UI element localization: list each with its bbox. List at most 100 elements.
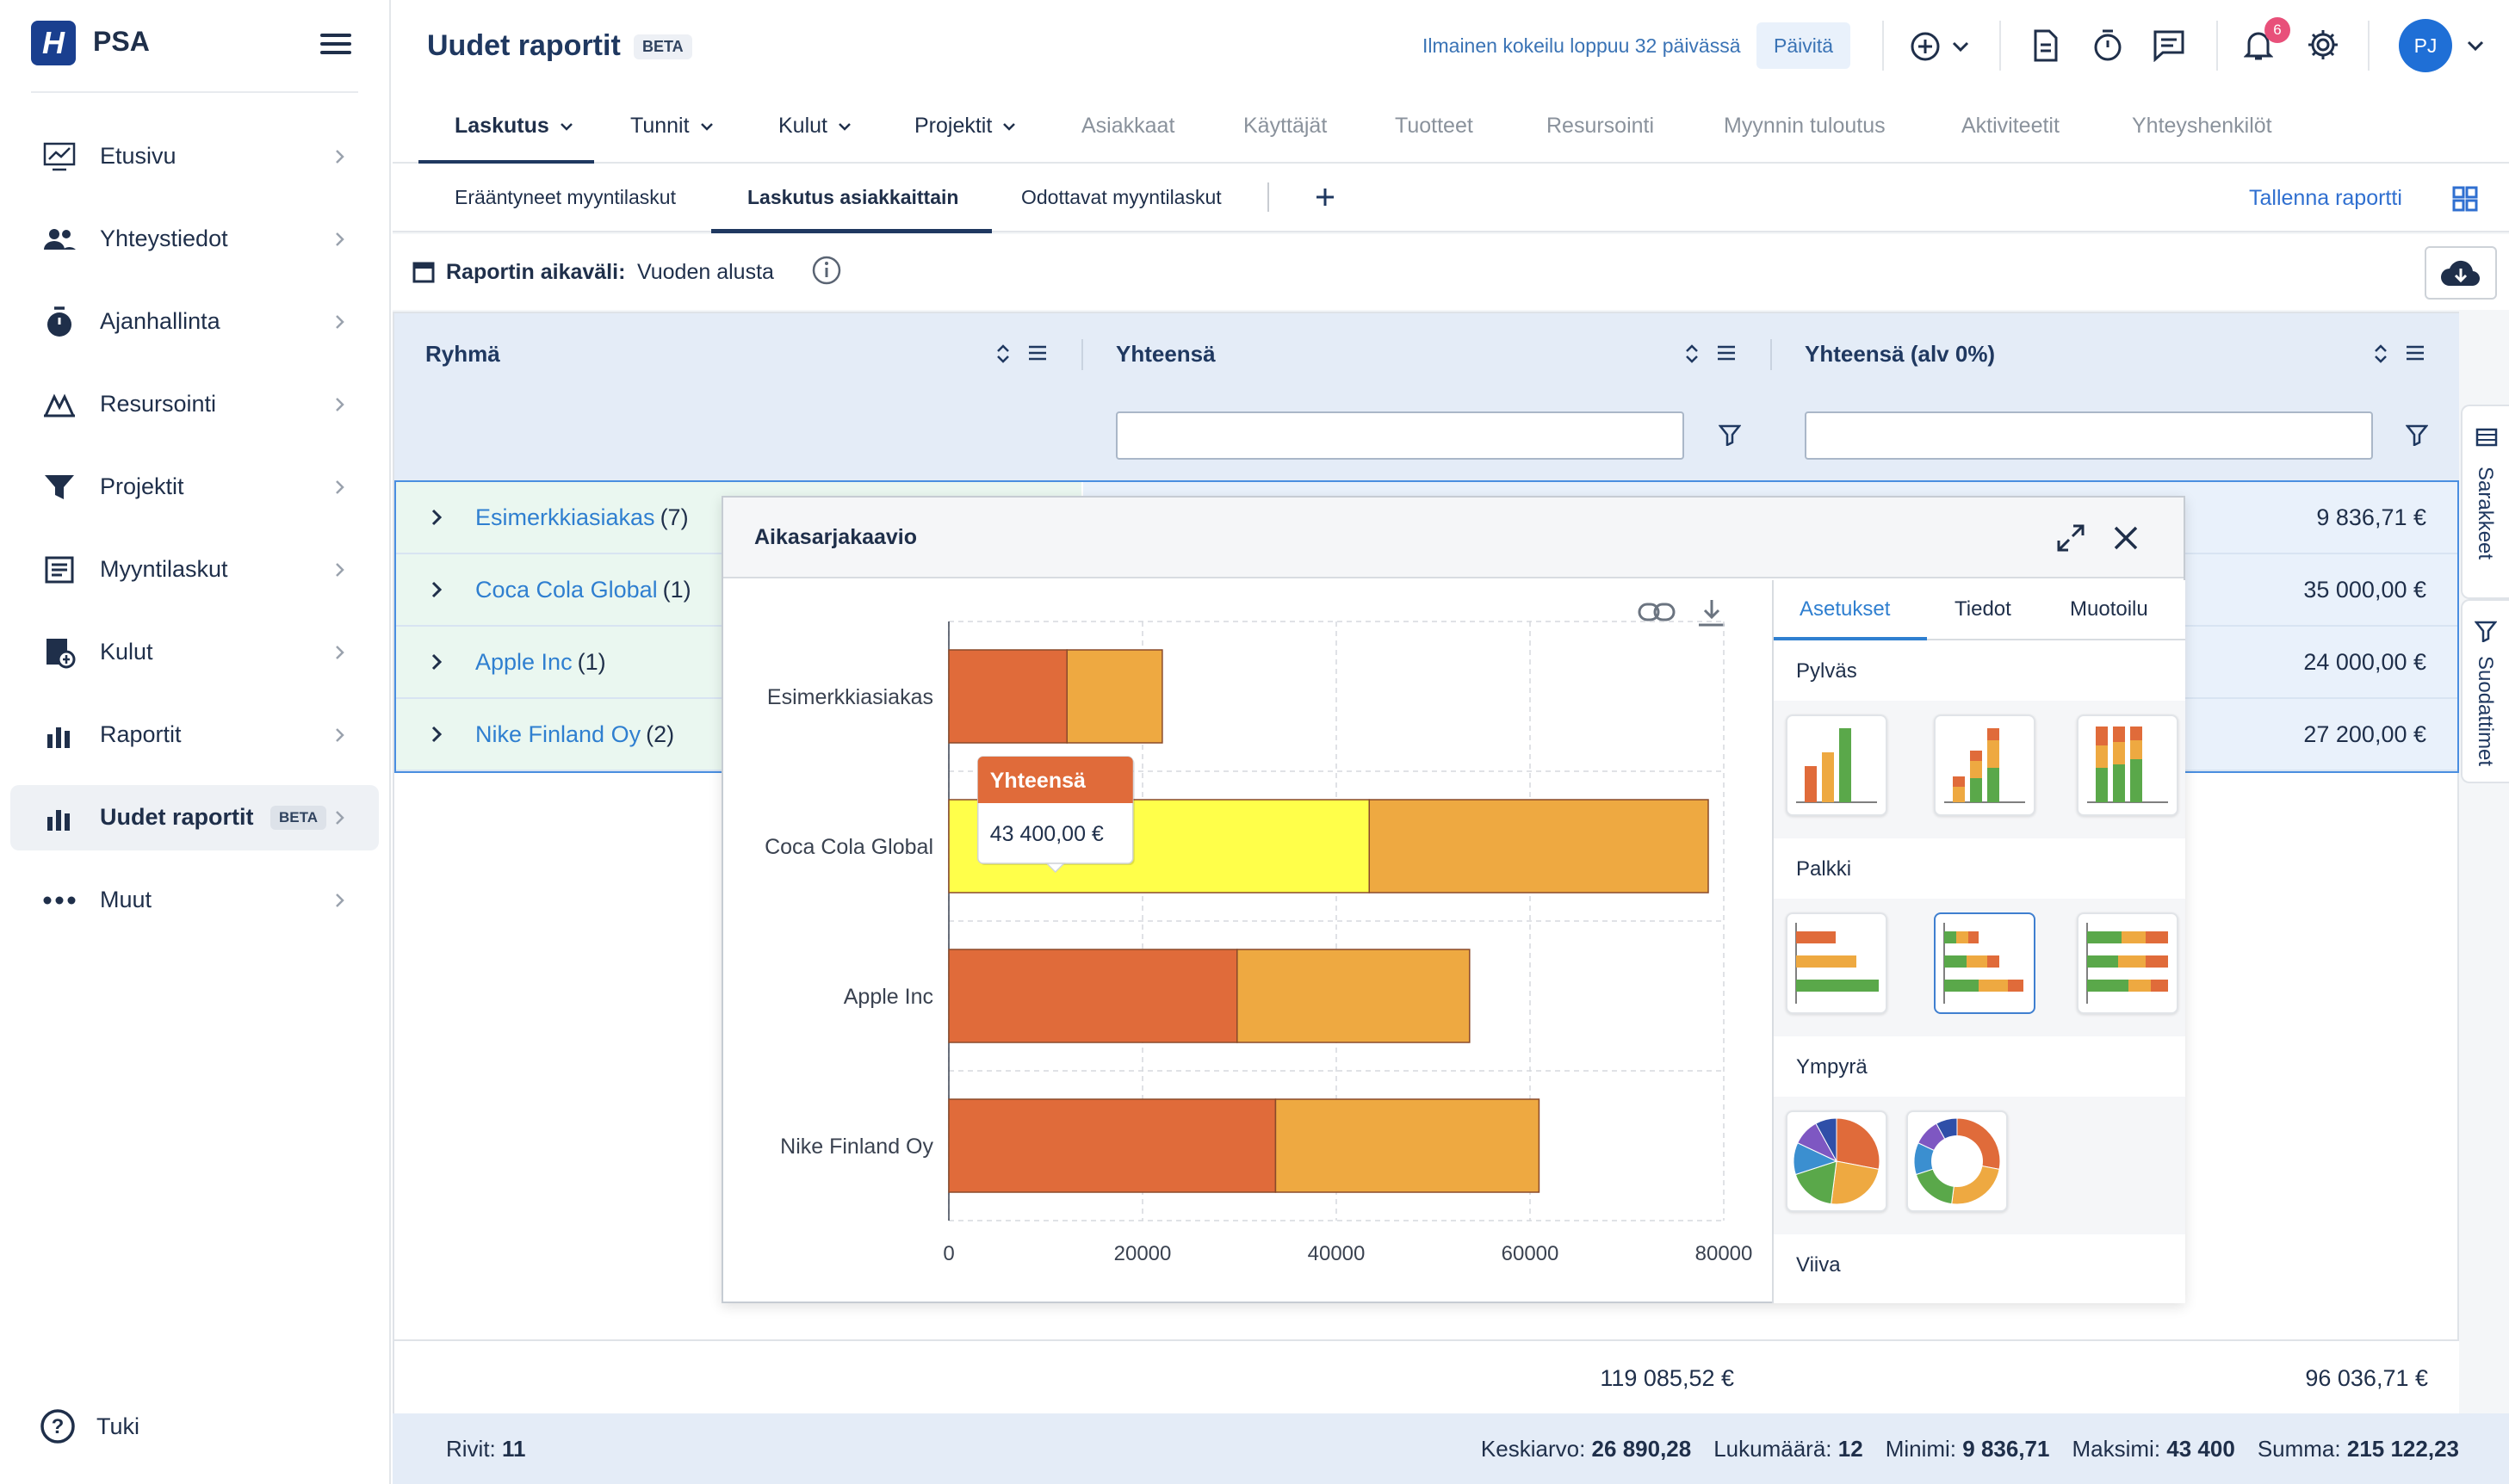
close-icon[interactable] (2113, 525, 2139, 551)
link-icon[interactable] (1638, 601, 1676, 623)
columns-side-tab[interactable]: Sarakkeet (2461, 405, 2509, 599)
chat-icon[interactable] (2153, 29, 2185, 62)
tab-tuotteet[interactable]: Tuotteet (1395, 114, 1473, 139)
download-cloud-button[interactable] (2425, 246, 2497, 300)
sidebar-item-ajanhallinta[interactable]: Ajanhallinta (10, 289, 379, 355)
bar-yhteens--2[interactable] (948, 949, 1238, 1043)
tab-projektit[interactable]: Projektit (914, 114, 1016, 139)
expand-row-icon[interactable] (431, 580, 443, 599)
tab-aktiviteetit[interactable]: Aktiviteetit (1961, 114, 2060, 139)
grid-view-icon[interactable] (2452, 186, 2478, 212)
info-icon[interactable] (811, 255, 842, 286)
column-menu-icon[interactable] (1717, 344, 1736, 362)
plus-circle-icon (1910, 31, 1941, 62)
sidebar-item-resursointi[interactable]: Resursointi (10, 372, 379, 437)
settings-gear-icon[interactable] (2306, 28, 2340, 62)
sidebar-item-etusivu[interactable]: Etusivu (10, 124, 379, 189)
column-header-yhteensa-alv0[interactable]: Yhteensä (alv 0%) (1805, 341, 1996, 367)
group-link[interactable]: Coca Cola Global (475, 577, 658, 603)
sort-icon[interactable] (995, 343, 1011, 365)
logo[interactable]: H (31, 21, 76, 65)
chevron-down-icon (838, 122, 852, 131)
update-button[interactable]: Päivitä (1756, 22, 1851, 69)
expand-row-icon[interactable] (431, 652, 443, 671)
bar-yhteens-alv-0--3[interactable] (1274, 1098, 1540, 1193)
sidebar-item-raportit[interactable]: Raportit (10, 702, 379, 768)
filters-side-tab[interactable]: Suodattimet (2461, 599, 2509, 783)
menu-toggle-icon[interactable] (320, 31, 351, 57)
bar-yhteens--0[interactable] (948, 649, 1068, 744)
add-menu-button[interactable] (1910, 31, 1970, 62)
column-header-yhteensa[interactable]: Yhteensä (1116, 341, 1216, 367)
filter-input-alv0[interactable] (1805, 411, 2373, 460)
column-menu-icon[interactable] (1028, 344, 1047, 362)
people-icon (41, 224, 77, 255)
stopwatch-icon[interactable] (2092, 28, 2123, 62)
tab-myynnin-tuloutus[interactable]: Myynnin tuloutus (1724, 114, 1886, 139)
group-link[interactable]: Apple Inc (475, 649, 573, 675)
column-menu-icon[interactable] (2406, 344, 2425, 362)
panel-tab-label: Muotoilu (2070, 597, 2148, 621)
download-icon[interactable] (1696, 597, 1727, 628)
chart-type-column[interactable] (1786, 714, 1887, 816)
filter-icon[interactable] (2406, 424, 2428, 446)
subtab-odottavat-myyntilaskut[interactable]: Odottavat myyntilaskut (1021, 186, 1222, 209)
chart-type-stacked-bar[interactable] (1934, 912, 2035, 1014)
top-header: Uudet raportit BETA Ilmainen kokeilu lop… (393, 0, 2509, 93)
chart-type-bar[interactable] (1786, 912, 1887, 1014)
notifications-button[interactable] (2244, 28, 2273, 62)
help-item[interactable]: ? Tuki (40, 1408, 139, 1444)
bar-yhteens-alv-0--1[interactable] (1368, 799, 1709, 893)
side-tabs: Sarakkeet Suodattimet (2461, 405, 2509, 783)
period-value[interactable]: Vuoden alusta (637, 260, 774, 284)
sort-icon[interactable] (2373, 343, 2388, 365)
subtab-laskutus-asiakkaittain[interactable]: Laskutus asiakkaittain (711, 186, 992, 233)
help-icon: ? (40, 1408, 76, 1444)
user-menu[interactable]: PJ (2399, 19, 2485, 72)
chart-type-normalized-column[interactable] (2077, 714, 2178, 816)
panel-tab-tiedot[interactable]: Tiedot (1955, 597, 2011, 621)
filter-input-yhteensa[interactable] (1116, 411, 1684, 460)
chart-type-normalized-bar[interactable] (2077, 912, 2178, 1014)
subtab-erääntyneet-myyntilaskut[interactable]: Erääntyneet myyntilaskut (455, 186, 676, 209)
sidebar-item-muut[interactable]: Muut (10, 868, 379, 933)
expand-icon[interactable] (2056, 523, 2085, 553)
tab-resursointi[interactable]: Resursointi (1546, 114, 1654, 139)
sidebar-item-kulut[interactable]: Kulut (10, 620, 379, 685)
document-icon[interactable] (2032, 29, 2060, 62)
save-report-link[interactable]: Tallenna raportti (2249, 186, 2402, 210)
expand-row-icon[interactable] (431, 725, 443, 744)
chart-type-stacked-column[interactable] (1934, 714, 2035, 816)
tab-kulut[interactable]: Kulut (778, 114, 852, 139)
help-label: Tuki (96, 1413, 140, 1439)
tab-yhteyshenkilöt[interactable]: Yhteyshenkilöt (2132, 114, 2272, 139)
sidebar-item-yhteystiedot[interactable]: Yhteystiedot (10, 207, 379, 272)
chart-window-header[interactable]: Aikasarjakaavio (723, 498, 2184, 578)
sidebar-item-projektit[interactable]: Projektit (10, 454, 379, 520)
sidebar-item-uudet-raportit[interactable]: Uudet raportit BETA (10, 785, 379, 850)
group-link[interactable]: Nike Finland Oy (475, 721, 641, 747)
filter-icon[interactable] (1719, 424, 1741, 446)
tab-laskutus[interactable]: Laskutus (418, 114, 594, 164)
sort-icon[interactable] (1684, 343, 1700, 365)
chevron-right-icon (334, 396, 346, 413)
add-tab-icon[interactable] (1314, 186, 1336, 208)
expand-row-icon[interactable] (431, 508, 443, 527)
tab-label: Projektit (914, 114, 993, 138)
bar-yhteens-alv-0--0[interactable] (1066, 649, 1163, 744)
invoice-icon (41, 554, 77, 585)
tab-käyttäjät[interactable]: Käyttäjät (1243, 114, 1327, 139)
sidebar-item-myyntilaskut[interactable]: Myyntilaskut (10, 537, 379, 603)
panel-tab-muotoilu[interactable]: Muotoilu (2070, 597, 2148, 621)
panel-tab-asetukset[interactable]: Asetukset (1774, 597, 1927, 640)
trial-text[interactable]: Ilmainen kokeilu loppuu 32 päivässä (1422, 34, 1741, 57)
chart-type-pie[interactable] (1786, 1110, 1887, 1212)
bar-yhteens--3[interactable] (948, 1098, 1277, 1193)
bar-yhteens-alv-0--2[interactable] (1236, 949, 1471, 1043)
panel-tab-label: Asetukset (1800, 597, 1891, 621)
tab-tunnit[interactable]: Tunnit (630, 114, 714, 139)
chart-type-doughnut[interactable] (1906, 1110, 2008, 1212)
column-header-ryhma[interactable]: Ryhmä (425, 341, 500, 367)
group-link[interactable]: Esimerkkiasiakas (475, 504, 655, 530)
tab-asiakkaat[interactable]: Asiakkaat (1081, 114, 1174, 139)
